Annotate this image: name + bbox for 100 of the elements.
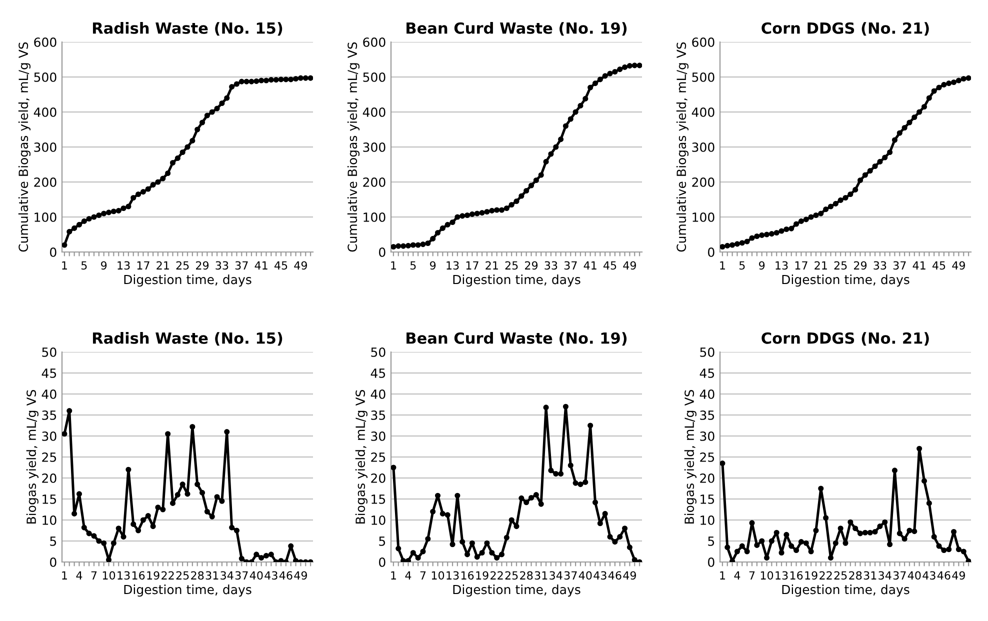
point [912,528,918,534]
point [956,546,962,552]
y-tick-label: 300 [692,142,714,152]
point [434,492,441,498]
x-tick-label: 25 [834,571,847,580]
point [224,429,230,435]
point [238,556,244,562]
point [400,558,406,562]
point [145,513,151,519]
y-tick-label: 600 [363,37,386,47]
point [524,500,530,506]
point [828,204,834,210]
y-tick-label: 500 [34,72,56,82]
point [882,519,888,525]
x-tick-label: 25 [505,571,518,580]
y-tick-label: 500 [363,72,386,82]
y-tick-label: 15 [700,494,714,504]
y-axis-title: Biogas yield, mL/g VS [26,390,38,524]
point [626,63,632,69]
y-tick-label: 35 [42,410,56,420]
x-tick-label: 19 [805,571,818,580]
point [818,486,824,492]
x-tick-label: 21 [814,261,827,270]
x-tick-label: 25 [176,261,189,270]
point [469,211,475,217]
x-tick-label: 43 [264,571,278,580]
point [199,120,206,126]
x-tick-label: 49 [952,571,965,580]
point [302,75,308,81]
x-tick-label: 17 [795,261,808,270]
x-tick-label: 1 [62,571,67,580]
y-axis-title: Biogas yield, mL/g VS [355,390,368,524]
point [180,149,186,156]
x-axis-title: Digestion time, days [782,584,910,597]
point [906,528,912,534]
point [234,81,240,87]
point [454,492,460,498]
x-tick-label: 41 [584,261,596,270]
point [803,540,809,546]
point [946,546,952,552]
y-tick-label: 10 [700,515,714,525]
point [391,244,396,250]
point [528,182,534,188]
point [430,236,436,242]
x-tick-label: 1 [720,571,725,580]
point [292,76,299,82]
y-tick-label: 200 [34,177,56,187]
x-tick-label: 10 [432,571,444,580]
point [568,116,574,122]
point [498,552,505,558]
point [130,194,136,201]
point [288,543,294,549]
x-tick-label: 9 [759,261,765,270]
y-tick-label: 400 [692,107,714,117]
y-tick-label: 40 [370,389,386,399]
point [190,138,196,144]
point [174,155,180,161]
point [96,538,102,544]
y-tick-label: 400 [362,107,386,117]
point [553,471,559,477]
point [155,179,161,185]
y-tick-label: 0 [379,557,386,567]
point [120,534,126,540]
x-tick-label: 16 [790,571,803,580]
y-tick-label: 20 [42,473,56,483]
point [484,208,490,215]
point [739,240,745,246]
x-tick-label: 21 [486,261,498,270]
y-tick-label: 600 [34,37,56,47]
y-tick-label: 25 [700,452,714,462]
point [778,228,784,234]
x-tick-label: 31 [206,571,218,580]
point [818,210,824,216]
point [101,540,107,546]
x-tick-label: 1 [62,261,67,270]
point [592,500,598,506]
x-tick-label: 33 [544,261,558,270]
point [174,492,180,498]
point [936,543,942,549]
y-tick-label: 30 [371,431,386,441]
point [298,75,304,81]
x-tick-label: 13 [446,261,459,270]
point [66,408,72,414]
point [184,144,190,150]
x-tick-label: 29 [525,261,538,270]
point [224,95,230,101]
point [720,244,726,250]
point [533,492,539,498]
x-tick-label: 16 [132,571,145,580]
x-tick-label: 28 [520,571,533,580]
point [248,78,254,84]
point [902,536,908,542]
x-tick-label: 10 [102,571,116,580]
point [744,548,750,554]
point [759,232,765,238]
point [808,214,814,220]
chart-title: Bean Curd Waste (No. 19) [406,332,627,346]
point [136,528,142,534]
point [514,198,520,204]
point [813,528,819,534]
